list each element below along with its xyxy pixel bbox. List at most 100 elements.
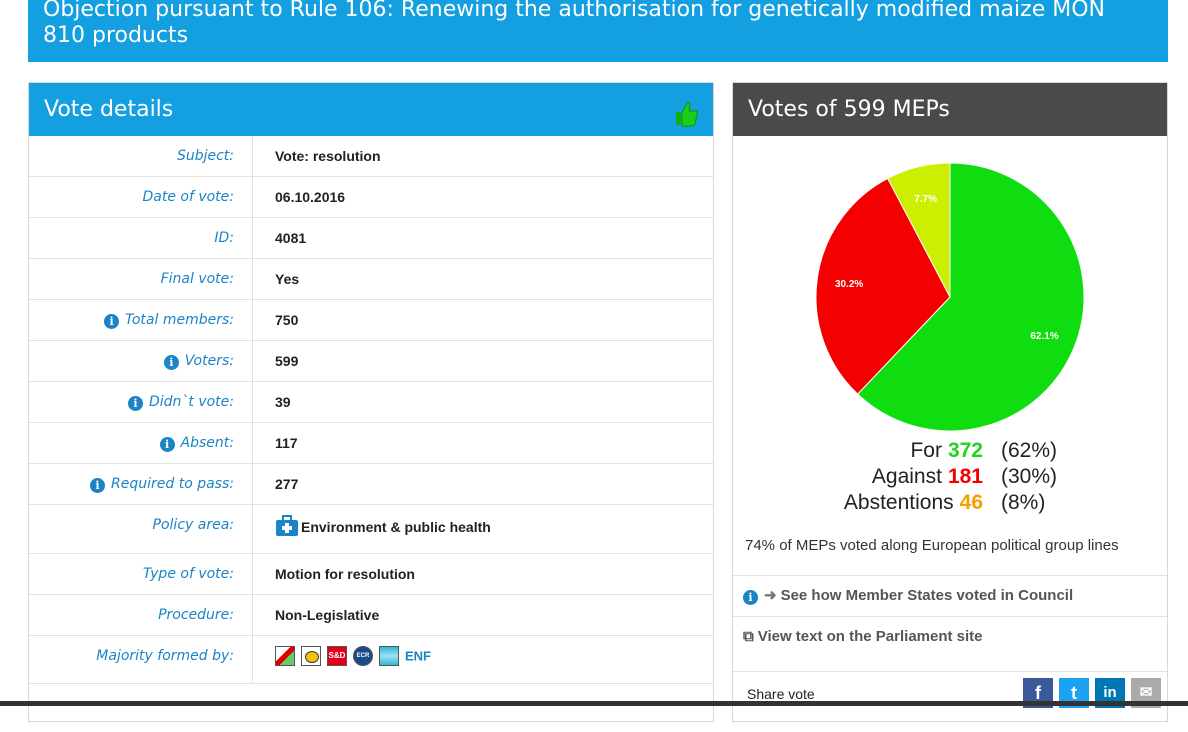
detail-row: ID: 4081 xyxy=(29,218,713,259)
enf-group-link[interactable]: ENF xyxy=(405,648,431,664)
detail-label: Procedure: xyxy=(29,595,253,635)
detail-label-text: Voters: xyxy=(184,353,234,369)
detail-row: Subject: Vote: resolution xyxy=(29,136,713,177)
detail-row: i Didn`t vote: 39 xyxy=(29,382,713,423)
detail-label: Final vote: xyxy=(29,259,253,299)
legend-label: Abstentions 46 xyxy=(844,491,983,515)
detail-value: S&D ECR ENF xyxy=(275,646,431,666)
detail-value-text: 39 xyxy=(275,394,291,410)
legend-name: For xyxy=(910,439,942,462)
detail-row: Policy area: Environment & public health xyxy=(29,505,713,554)
s-and-d-logo[interactable]: S&D xyxy=(327,646,347,666)
group-lines-text: 74% of MEPs voted along European politic… xyxy=(745,537,1119,554)
detail-label: Subject: xyxy=(29,136,253,176)
gue-ngl-logo[interactable] xyxy=(275,646,295,666)
parliament-link[interactable]: ⧉ View text on the Parliament site xyxy=(733,616,1167,656)
detail-label-text: Majority formed by: xyxy=(96,648,234,664)
detail-row: Final vote: Yes xyxy=(29,259,713,300)
sign-in-icon: ➜ xyxy=(764,587,777,604)
detail-label: ID: xyxy=(29,218,253,258)
legend-entry: Abstentions 46 (8%) xyxy=(733,491,1167,517)
detail-label-text: Subject: xyxy=(176,148,234,164)
detail-value: 39 xyxy=(275,394,291,410)
detail-label-text: Procedure: xyxy=(158,607,234,623)
detail-label-text: Total members: xyxy=(125,312,234,328)
ecr-logo[interactable]: ECR xyxy=(353,646,373,666)
detail-value: 599 xyxy=(275,353,298,369)
info-icon[interactable]: i xyxy=(90,478,106,493)
detail-value: Vote: resolution xyxy=(275,148,381,164)
detail-value: Yes xyxy=(275,271,299,287)
detail-value-text: Yes xyxy=(275,271,300,287)
detail-value-text: Environment & public health xyxy=(301,519,491,535)
detail-label: i Absent: xyxy=(29,423,253,463)
vote-details-heading: Vote details xyxy=(44,97,174,122)
parliament-link-text: View text on the Parliament site xyxy=(757,628,983,645)
external-link-icon: ⧉ xyxy=(743,628,754,645)
detail-label-text: Final vote: xyxy=(160,271,234,287)
info-icon[interactable]: i xyxy=(163,355,179,370)
pie-slice-label: 62.1% xyxy=(1030,331,1058,342)
detail-label-text: Absent: xyxy=(180,435,234,451)
detail-value: Non-Legislative xyxy=(275,607,379,623)
detail-row: Majority formed by: S&D ECR ENF xyxy=(29,636,713,684)
legend-entry: For 372 (62%) xyxy=(733,439,1167,465)
legend-name: Abstentions xyxy=(843,491,954,514)
detail-label-text: Policy area: xyxy=(152,517,234,533)
efdd-logo[interactable] xyxy=(301,646,321,666)
legend-count: 46 xyxy=(959,491,983,514)
legend-count: 181 xyxy=(947,465,983,488)
detail-row: i Absent: 117 xyxy=(29,423,713,464)
pie-slice-label: 7.7% xyxy=(914,194,937,205)
pie-slice-abstentions xyxy=(886,162,951,298)
thumbs-up-icon xyxy=(673,95,699,148)
detail-value-text: Motion for resolution xyxy=(275,566,415,582)
legend-label: Against 181 xyxy=(872,465,983,489)
info-icon[interactable]: i xyxy=(104,314,120,329)
detail-value: 4081 xyxy=(275,230,306,246)
detail-value-text: 117 xyxy=(275,435,298,451)
detail-label-text: Required to pass: xyxy=(111,476,234,492)
detail-value: 277 xyxy=(275,476,298,492)
detail-row: Procedure: Non-Legislative xyxy=(29,595,713,636)
detail-value: 117 xyxy=(275,435,298,451)
votes-panel: Votes of 599 MEPs 62.1% 30.2% 7.7% For 372 (… xyxy=(732,82,1168,722)
pie-slice-label: 30.2% xyxy=(835,279,863,290)
detail-value: Environment & public health xyxy=(275,515,491,540)
detail-row: i Required to pass: 277 xyxy=(29,464,713,505)
share-label: Share vote xyxy=(747,686,815,702)
detail-value: 06.10.2016 xyxy=(275,189,345,205)
legend-percent: (8%) xyxy=(1001,491,1046,514)
detail-row: Type of vote: Motion for resolution xyxy=(29,554,713,595)
medical-kit-icon xyxy=(275,515,299,540)
pie-slice-for xyxy=(856,162,1085,432)
pie-slice-against xyxy=(815,177,951,395)
detail-value: 750 xyxy=(275,312,298,328)
page-title: Objection pursuant to Rule 106: Renewing… xyxy=(28,0,1168,62)
legend-label: For 372 xyxy=(910,439,983,463)
info-icon: i xyxy=(743,590,758,605)
detail-label-text: ID: xyxy=(214,230,234,246)
vote-details-panel: Vote details Subject: Vote: resolution Dat… xyxy=(28,82,714,722)
detail-label: Type of vote: xyxy=(29,554,253,594)
detail-label-text: Didn`t vote: xyxy=(148,394,234,410)
info-icon[interactable]: i xyxy=(127,396,143,411)
legend-percent: (62%) xyxy=(1001,439,1058,462)
detail-label: Majority formed by: xyxy=(29,636,253,683)
detail-value-text: Non-Legislative xyxy=(275,607,380,623)
detail-row: i Total members: 750 xyxy=(29,300,713,341)
info-icon[interactable]: i xyxy=(159,437,175,452)
detail-label: Date of vote: xyxy=(29,177,253,217)
council-link-text: See how Member States voted in Council xyxy=(780,587,1074,604)
council-link[interactable]: i ➜ See how Member States voted in Council xyxy=(733,575,1167,615)
legend-count: 372 xyxy=(947,439,983,462)
detail-label: Policy area: xyxy=(29,505,253,553)
detail-value-text: 277 xyxy=(275,476,299,492)
votes-pie-chart: 62.1% 30.2% 7.7% xyxy=(733,136,1167,436)
greens-efa-logo[interactable] xyxy=(379,646,399,666)
detail-label: i Voters: xyxy=(29,341,253,381)
detail-value-text: 750 xyxy=(275,312,299,328)
bottom-scrollbar[interactable] xyxy=(0,701,1188,706)
detail-value-text: 599 xyxy=(275,353,299,369)
vote-details-header: Vote details xyxy=(29,83,713,136)
